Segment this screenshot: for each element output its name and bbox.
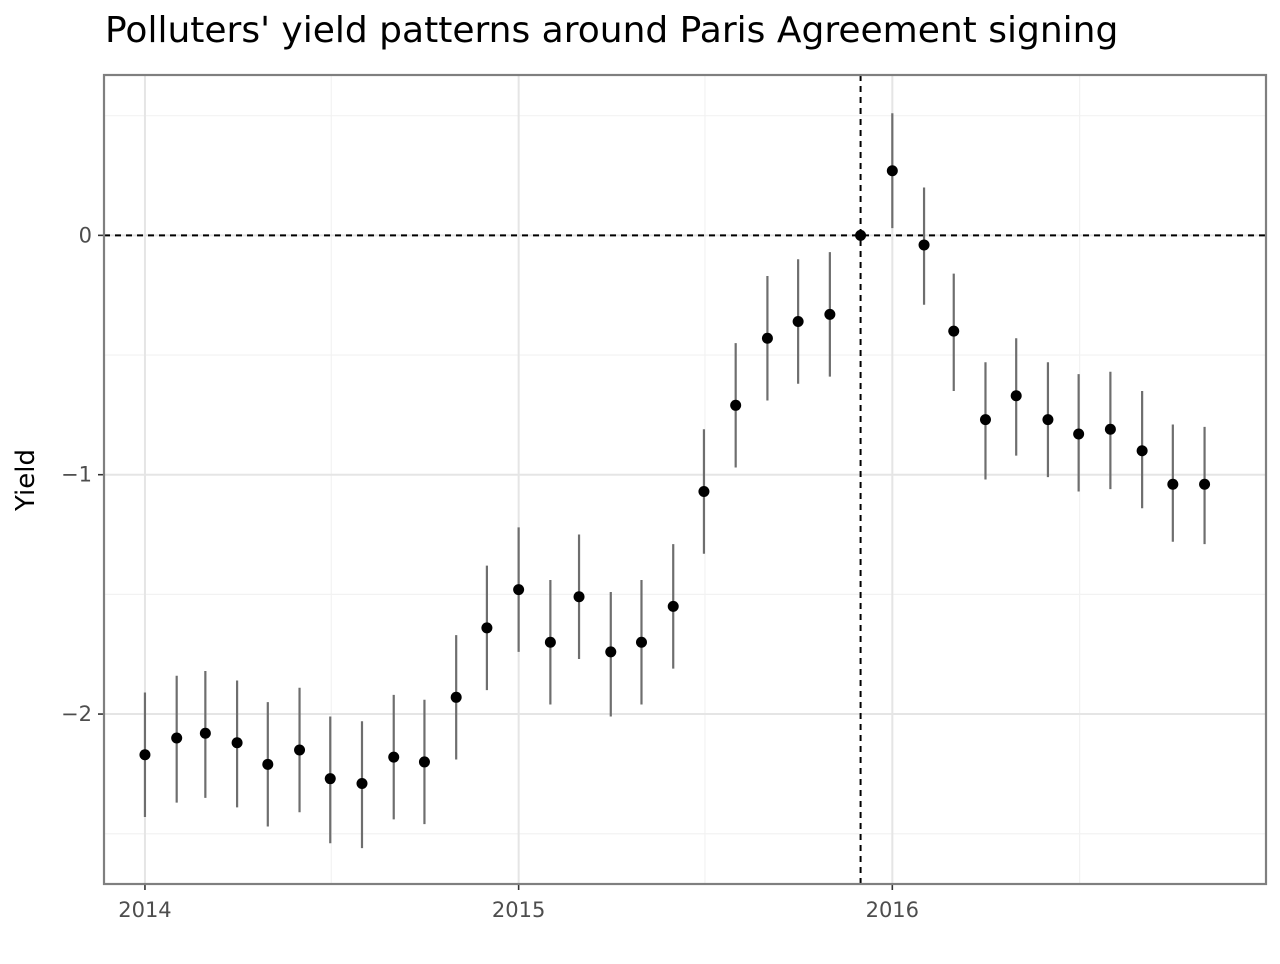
reference-lines <box>104 75 1266 884</box>
data-point <box>761 332 773 344</box>
data-point <box>199 727 211 739</box>
y-tick-label: −2 <box>61 702 92 726</box>
data-point <box>294 744 306 756</box>
data-point <box>139 749 151 761</box>
data-point <box>171 732 183 744</box>
y-tick-label: −1 <box>61 463 92 487</box>
data-point <box>388 751 400 763</box>
data-point <box>667 600 679 612</box>
tick-layer: 2014 2015 2016 0 −1 −2 <box>61 223 919 922</box>
data-point <box>1104 423 1116 435</box>
data-point <box>605 646 617 658</box>
data-point <box>855 229 867 241</box>
y-axis-title: Yield <box>11 449 41 512</box>
data-point <box>1010 390 1022 402</box>
x-tick-label: 2015 <box>492 898 545 922</box>
plot-panel-border <box>102 73 1268 886</box>
data-point <box>918 239 930 251</box>
data-point <box>698 485 710 497</box>
data-point <box>231 737 243 749</box>
data-point <box>824 308 836 320</box>
x-tick-label: 2014 <box>118 898 171 922</box>
data-point <box>948 325 960 337</box>
data-point <box>635 636 647 648</box>
data-point <box>262 758 274 770</box>
data-point <box>481 622 493 634</box>
data-point <box>979 414 991 426</box>
data-point <box>1199 478 1211 490</box>
data-point <box>886 165 898 177</box>
x-tick-label: 2016 <box>866 898 919 922</box>
data-point <box>1073 428 1085 440</box>
chart-title: Polluters' yield patterns around Paris A… <box>105 10 1118 51</box>
data-point <box>1042 414 1054 426</box>
data-point <box>418 756 430 768</box>
grid-lines <box>104 75 1266 884</box>
data-point <box>356 777 368 789</box>
data-point <box>513 584 525 596</box>
data-point <box>730 399 742 411</box>
data-point <box>544 636 556 648</box>
data-point <box>450 691 462 703</box>
data-point <box>1167 478 1179 490</box>
data-layer <box>139 113 1211 849</box>
data-point <box>1136 445 1148 457</box>
data-point <box>324 773 336 785</box>
data-point <box>573 591 585 603</box>
data-point <box>792 316 804 328</box>
y-tick-label: 0 <box>79 223 92 247</box>
